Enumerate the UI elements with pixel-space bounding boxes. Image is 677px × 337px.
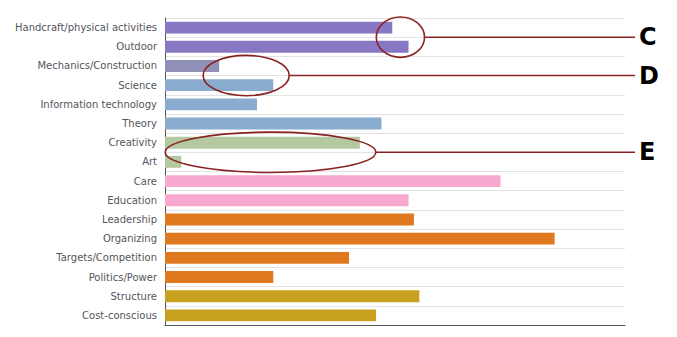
svg-text:Creativity: Creativity bbox=[109, 137, 157, 148]
svg-text:Science: Science bbox=[118, 80, 157, 91]
svg-text:D: D bbox=[639, 62, 659, 90]
svg-text:Outdoor: Outdoor bbox=[116, 41, 158, 52]
svg-text:Mechanics/Construction: Mechanics/Construction bbox=[37, 60, 157, 71]
svg-text:Organizing: Organizing bbox=[103, 233, 157, 244]
svg-text:Handcraft/physical activities: Handcraft/physical activities bbox=[15, 22, 157, 33]
svg-text:Information technology: Information technology bbox=[40, 99, 157, 110]
svg-text:Leadership: Leadership bbox=[102, 214, 157, 225]
svg-text:Education: Education bbox=[107, 195, 157, 206]
svg-text:Structure: Structure bbox=[110, 291, 157, 302]
svg-text:Cost-conscious: Cost-conscious bbox=[82, 310, 157, 321]
svg-text:C: C bbox=[639, 23, 657, 51]
svg-text:Care: Care bbox=[134, 176, 157, 187]
svg-text:Theory: Theory bbox=[121, 118, 157, 129]
svg-text:Targets/Competition: Targets/Competition bbox=[55, 252, 157, 263]
svg-text:E: E bbox=[639, 138, 655, 166]
svg-text:Art: Art bbox=[142, 156, 157, 167]
svg-text:Politics/Power: Politics/Power bbox=[89, 272, 158, 283]
